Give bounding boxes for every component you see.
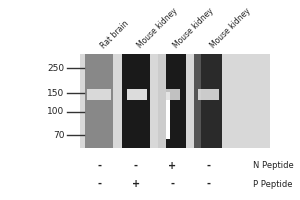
Text: -: - <box>134 161 138 171</box>
FancyBboxPatch shape <box>80 54 270 148</box>
Text: +: + <box>168 161 176 171</box>
Text: +: + <box>132 179 140 189</box>
FancyBboxPatch shape <box>127 89 147 100</box>
FancyBboxPatch shape <box>158 54 186 148</box>
FancyBboxPatch shape <box>122 54 150 148</box>
FancyBboxPatch shape <box>85 54 113 148</box>
FancyBboxPatch shape <box>166 92 170 139</box>
Text: -: - <box>170 179 174 189</box>
Text: Mouse kidney: Mouse kidney <box>172 6 216 50</box>
Text: -: - <box>97 161 101 171</box>
Text: 100: 100 <box>47 107 64 116</box>
FancyBboxPatch shape <box>194 54 201 148</box>
FancyBboxPatch shape <box>87 89 111 100</box>
Text: 150: 150 <box>47 89 64 98</box>
FancyBboxPatch shape <box>167 89 180 100</box>
Text: Mouse kidney: Mouse kidney <box>136 6 179 50</box>
Text: P Peptide: P Peptide <box>253 180 292 189</box>
Text: 250: 250 <box>47 64 64 73</box>
FancyBboxPatch shape <box>198 89 219 100</box>
FancyBboxPatch shape <box>158 54 166 148</box>
Text: -: - <box>206 161 210 171</box>
Text: N Peptide: N Peptide <box>253 161 294 170</box>
Text: 70: 70 <box>53 131 64 140</box>
Text: -: - <box>97 179 101 189</box>
Text: -: - <box>206 179 210 189</box>
Text: Rat brain: Rat brain <box>99 18 131 50</box>
FancyBboxPatch shape <box>194 54 222 148</box>
Text: Mouse kidney: Mouse kidney <box>208 6 252 50</box>
